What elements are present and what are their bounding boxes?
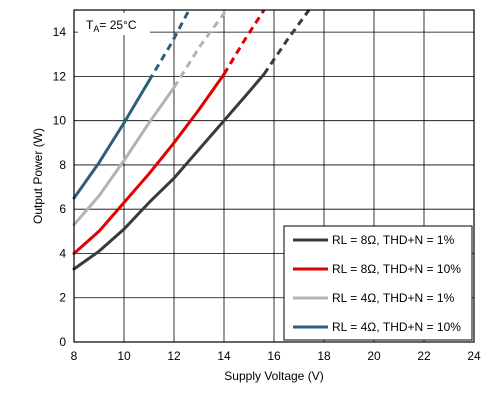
annotation-subscript: A	[93, 24, 99, 34]
legend-label-1: RL = 8Ω, THD+N = 1%	[332, 233, 455, 247]
grid-lines	[74, 10, 474, 342]
x-tick-label-1: 10	[117, 349, 131, 363]
legend-box	[283, 225, 473, 341]
series-line-1-dashed	[262, 9, 311, 76]
series-line-4-dashed	[147, 9, 191, 82]
annotation-text: TA= 25°C	[86, 18, 137, 34]
y-tick-label-5: 10	[53, 114, 67, 128]
legend-label-4: RL = 4Ω, THD+N = 10%	[332, 320, 461, 334]
annotation-background	[78, 13, 150, 35]
x-tick-labels: 8 10 12 14 16 18 20 22 24	[71, 349, 481, 363]
x-tick-label-0: 8	[71, 349, 78, 363]
series-line-1-solid	[72, 72, 266, 271]
x-tick-label-5: 18	[317, 349, 331, 363]
x-tick-label-3: 14	[217, 349, 231, 363]
y-tick-label-3: 6	[59, 202, 66, 216]
annotation-prefix: T	[86, 18, 94, 32]
series-lines	[72, 9, 311, 271]
x-tick-label-7: 22	[417, 349, 431, 363]
x-tick-label-6: 20	[367, 349, 381, 363]
y-tick-labels: 0 2 4 6 8 10 12 14	[53, 25, 67, 349]
legend: RL = 8Ω, THD+N = 1% RL = 8Ω, THD+N = 10% R…	[283, 225, 473, 341]
y-tick-label-7: 14	[53, 25, 67, 39]
series-line-3-dashed	[172, 9, 228, 89]
series-line-2-dashed	[222, 9, 266, 75]
y-tick-label-2: 4	[59, 246, 66, 260]
legend-label-2: RL = 8Ω, THD+N = 10%	[332, 262, 461, 276]
y-tick-label-1: 2	[59, 291, 66, 305]
plot-frame	[73, 9, 475, 343]
legend-label-3: RL = 4Ω, THD+N = 1%	[332, 291, 455, 305]
x-tick-label-4: 16	[267, 349, 281, 363]
y-tick-label-0: 0	[59, 335, 66, 349]
y-tick-label-4: 8	[59, 158, 66, 172]
temperature-annotation: TA= 25°C	[78, 13, 150, 35]
x-tick-label-2: 12	[167, 349, 181, 363]
series-line-2-solid	[72, 72, 226, 255]
y-tick-label-6: 12	[53, 69, 67, 83]
legend-items: RL = 8Ω, THD+N = 1% RL = 8Ω, THD+N = 10% R…	[293, 233, 461, 334]
series-line-4-solid	[72, 79, 151, 200]
x-axis-label: Supply Voltage (V)	[224, 369, 323, 383]
series-line-3-solid	[72, 86, 176, 227]
y-axis-label: Output Power (W)	[31, 128, 45, 224]
annotation-rest: = 25°C	[99, 18, 136, 32]
x-tick-label-8: 24	[467, 349, 481, 363]
